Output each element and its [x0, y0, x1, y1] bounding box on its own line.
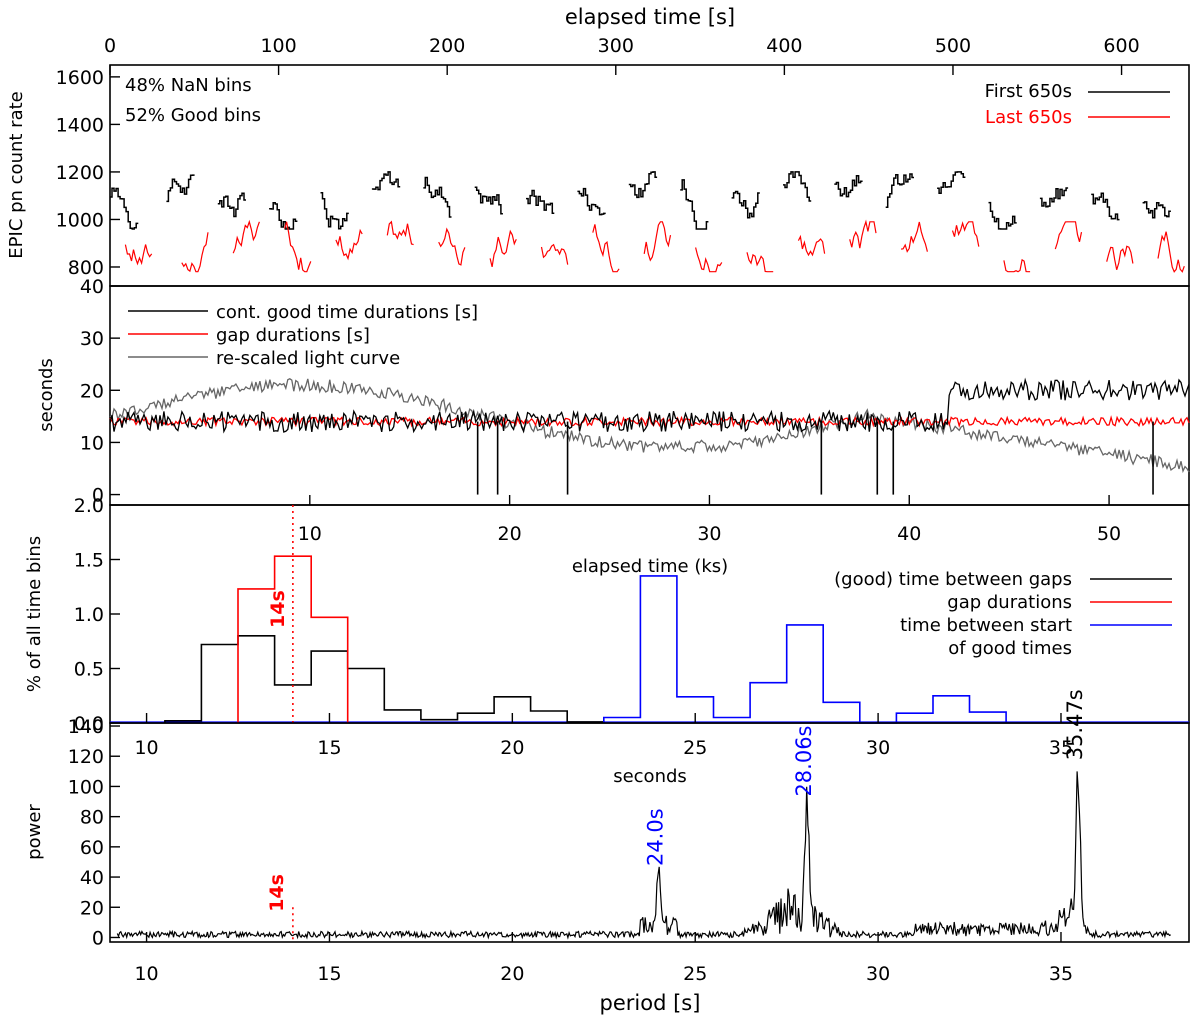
- peak-label: 28.06s: [792, 725, 816, 796]
- y-tick-label: 2.0: [74, 495, 104, 517]
- top-tick-label: 200: [429, 35, 465, 57]
- panel4-frame: [109, 722, 1190, 943]
- x-tick-label: 50: [1097, 523, 1121, 545]
- power-spectrum: [116, 771, 1171, 940]
- x-tick-label: 10: [134, 963, 158, 985]
- histogram-0000ff: [603, 575, 1007, 724]
- histogram-000000: [164, 635, 605, 723]
- y-tick-label: 30: [80, 328, 104, 350]
- marker-14s-label: 14s: [266, 874, 288, 912]
- panel-durations: cont. good time durations [s] gap durati…: [36, 276, 1190, 577]
- legend-rescaled-label: re-scaled light curve: [216, 348, 400, 369]
- x-tick-label: 10: [298, 523, 322, 545]
- rescaled-light-curve: [109, 378, 1190, 474]
- y-tick-label: 10: [80, 432, 104, 454]
- top-tick-label: 100: [260, 35, 296, 57]
- legend-last-650s-label: Last 650s: [985, 107, 1072, 128]
- histogram-ff0000: [237, 555, 349, 723]
- peak-label: 35.47s: [1063, 689, 1087, 760]
- top-tick-label: 500: [935, 35, 971, 57]
- y-tick-label: 1600: [56, 67, 104, 89]
- y-tick-label: 20: [80, 380, 104, 402]
- x-tick-label: 25: [683, 737, 707, 759]
- legend-first-650s-label: First 650s: [985, 81, 1072, 102]
- first-650s-lightcurve: [110, 171, 1171, 230]
- y-tick-label: 140: [68, 716, 104, 738]
- x-tick-label: 35: [1049, 963, 1073, 985]
- top-tick-label: 0: [104, 35, 116, 57]
- y-tick-label: 80: [80, 807, 104, 829]
- panel1-ylabel: EPIC pn count rate: [6, 91, 27, 258]
- legend-good-durations-label: cont. good time durations [s]: [216, 302, 478, 323]
- top-tick-label: 400: [766, 35, 802, 57]
- panel-count-rate: elapsed time [s] 48% NaN bins 52% Good b…: [6, 5, 1190, 287]
- panel4-xlabel: period [s]: [600, 991, 701, 1015]
- x-tick-label: 30: [697, 523, 721, 545]
- y-tick-label: 0.5: [74, 659, 104, 681]
- panel3-ylabel: % of all time bins: [24, 536, 45, 692]
- peak-label: 24.0s: [644, 808, 668, 866]
- x-tick-label: 20: [500, 737, 524, 759]
- y-tick-label: 120: [68, 746, 104, 768]
- x-tick-label: 15: [317, 737, 341, 759]
- panel-periodogram: power period [s] 24.0s 28.06s 35.47s 14s 0 2…: [24, 689, 1190, 1015]
- y-tick-label: 1400: [56, 114, 104, 136]
- x-tick-label: 40: [897, 523, 921, 545]
- x-tick-label: 15: [317, 963, 341, 985]
- y-tick-label: 0: [92, 927, 104, 949]
- x-tick-label: 20: [500, 963, 524, 985]
- last-650s-lightcurve: [124, 219, 1185, 273]
- y-tick-label: 800: [68, 257, 104, 279]
- legend-gap-durations-hist-label: gap durations: [947, 592, 1072, 613]
- y-tick-label: 20: [80, 897, 104, 919]
- y-tick-label: 1.5: [74, 550, 104, 572]
- panel2-ylabel: seconds: [36, 358, 57, 432]
- marker-14s-label: 14s: [267, 590, 289, 628]
- legend-start-times-label-2: of good times: [948, 638, 1072, 659]
- y-tick-label: 40: [80, 276, 104, 298]
- y-tick-label: 1200: [56, 162, 104, 184]
- x-tick-label: 30: [866, 737, 890, 759]
- x-tick-label: 35: [1049, 737, 1073, 759]
- legend-start-times-label: time between start: [900, 615, 1072, 636]
- y-tick-label: 1.0: [74, 604, 104, 626]
- legend-time-between-gaps-label: (good) time between gaps: [834, 569, 1072, 590]
- y-tick-label: 60: [80, 837, 104, 859]
- y-tick-label: 1000: [56, 209, 104, 231]
- y-tick-label: 40: [80, 867, 104, 889]
- top-tick-label: 300: [598, 35, 634, 57]
- y-tick-label: 0.0: [74, 713, 104, 735]
- panel-histogram: % of all time bins seconds (good) time b…: [24, 495, 1190, 787]
- y-tick-label: 0: [92, 485, 104, 507]
- x-tick-label: 25: [683, 963, 707, 985]
- good-durations-curve: [109, 377, 1190, 434]
- legend-gap-durations-label: gap durations [s]: [216, 325, 370, 346]
- panel4-ylabel: power: [24, 804, 45, 860]
- top-tick-label: 600: [1103, 35, 1139, 57]
- x-tick-label: 30: [866, 963, 890, 985]
- panel3-xlabel: seconds: [613, 766, 687, 787]
- good-bins-annotation: 52% Good bins: [125, 105, 261, 126]
- panel2-xlabel: elapsed time (ks): [572, 556, 728, 577]
- y-tick-label: 100: [68, 776, 104, 798]
- top-axis-title: elapsed time [s]: [565, 5, 735, 29]
- nan-bins-annotation: 48% NaN bins: [125, 75, 252, 96]
- x-tick-label: 10: [134, 737, 158, 759]
- x-tick-label: 20: [498, 523, 522, 545]
